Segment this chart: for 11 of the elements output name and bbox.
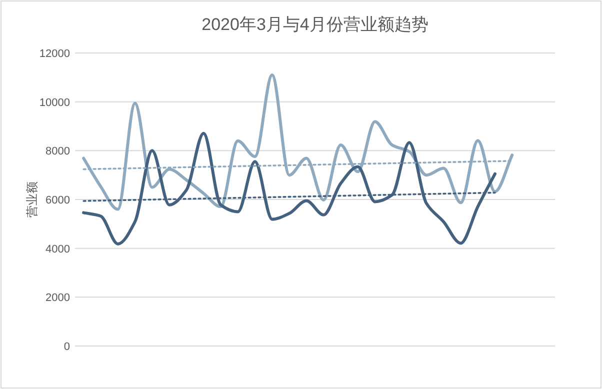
line-series (82, 132, 496, 246)
y-tick-label: 0 (64, 341, 70, 353)
y-tick-label: 6000 (46, 194, 70, 206)
chart-title: 2020年3月与4月份营业额趋势 (202, 15, 428, 34)
line-series (82, 73, 514, 211)
y-tick-label: 8000 (46, 146, 70, 158)
y-tick-label: 10000 (39, 96, 70, 109)
y-tick-label: 2000 (46, 292, 70, 304)
y-tick-label: 12000 (39, 48, 70, 60)
y-tick-label: 4000 (46, 243, 70, 256)
y-axis-title: 营业额 (25, 182, 39, 218)
